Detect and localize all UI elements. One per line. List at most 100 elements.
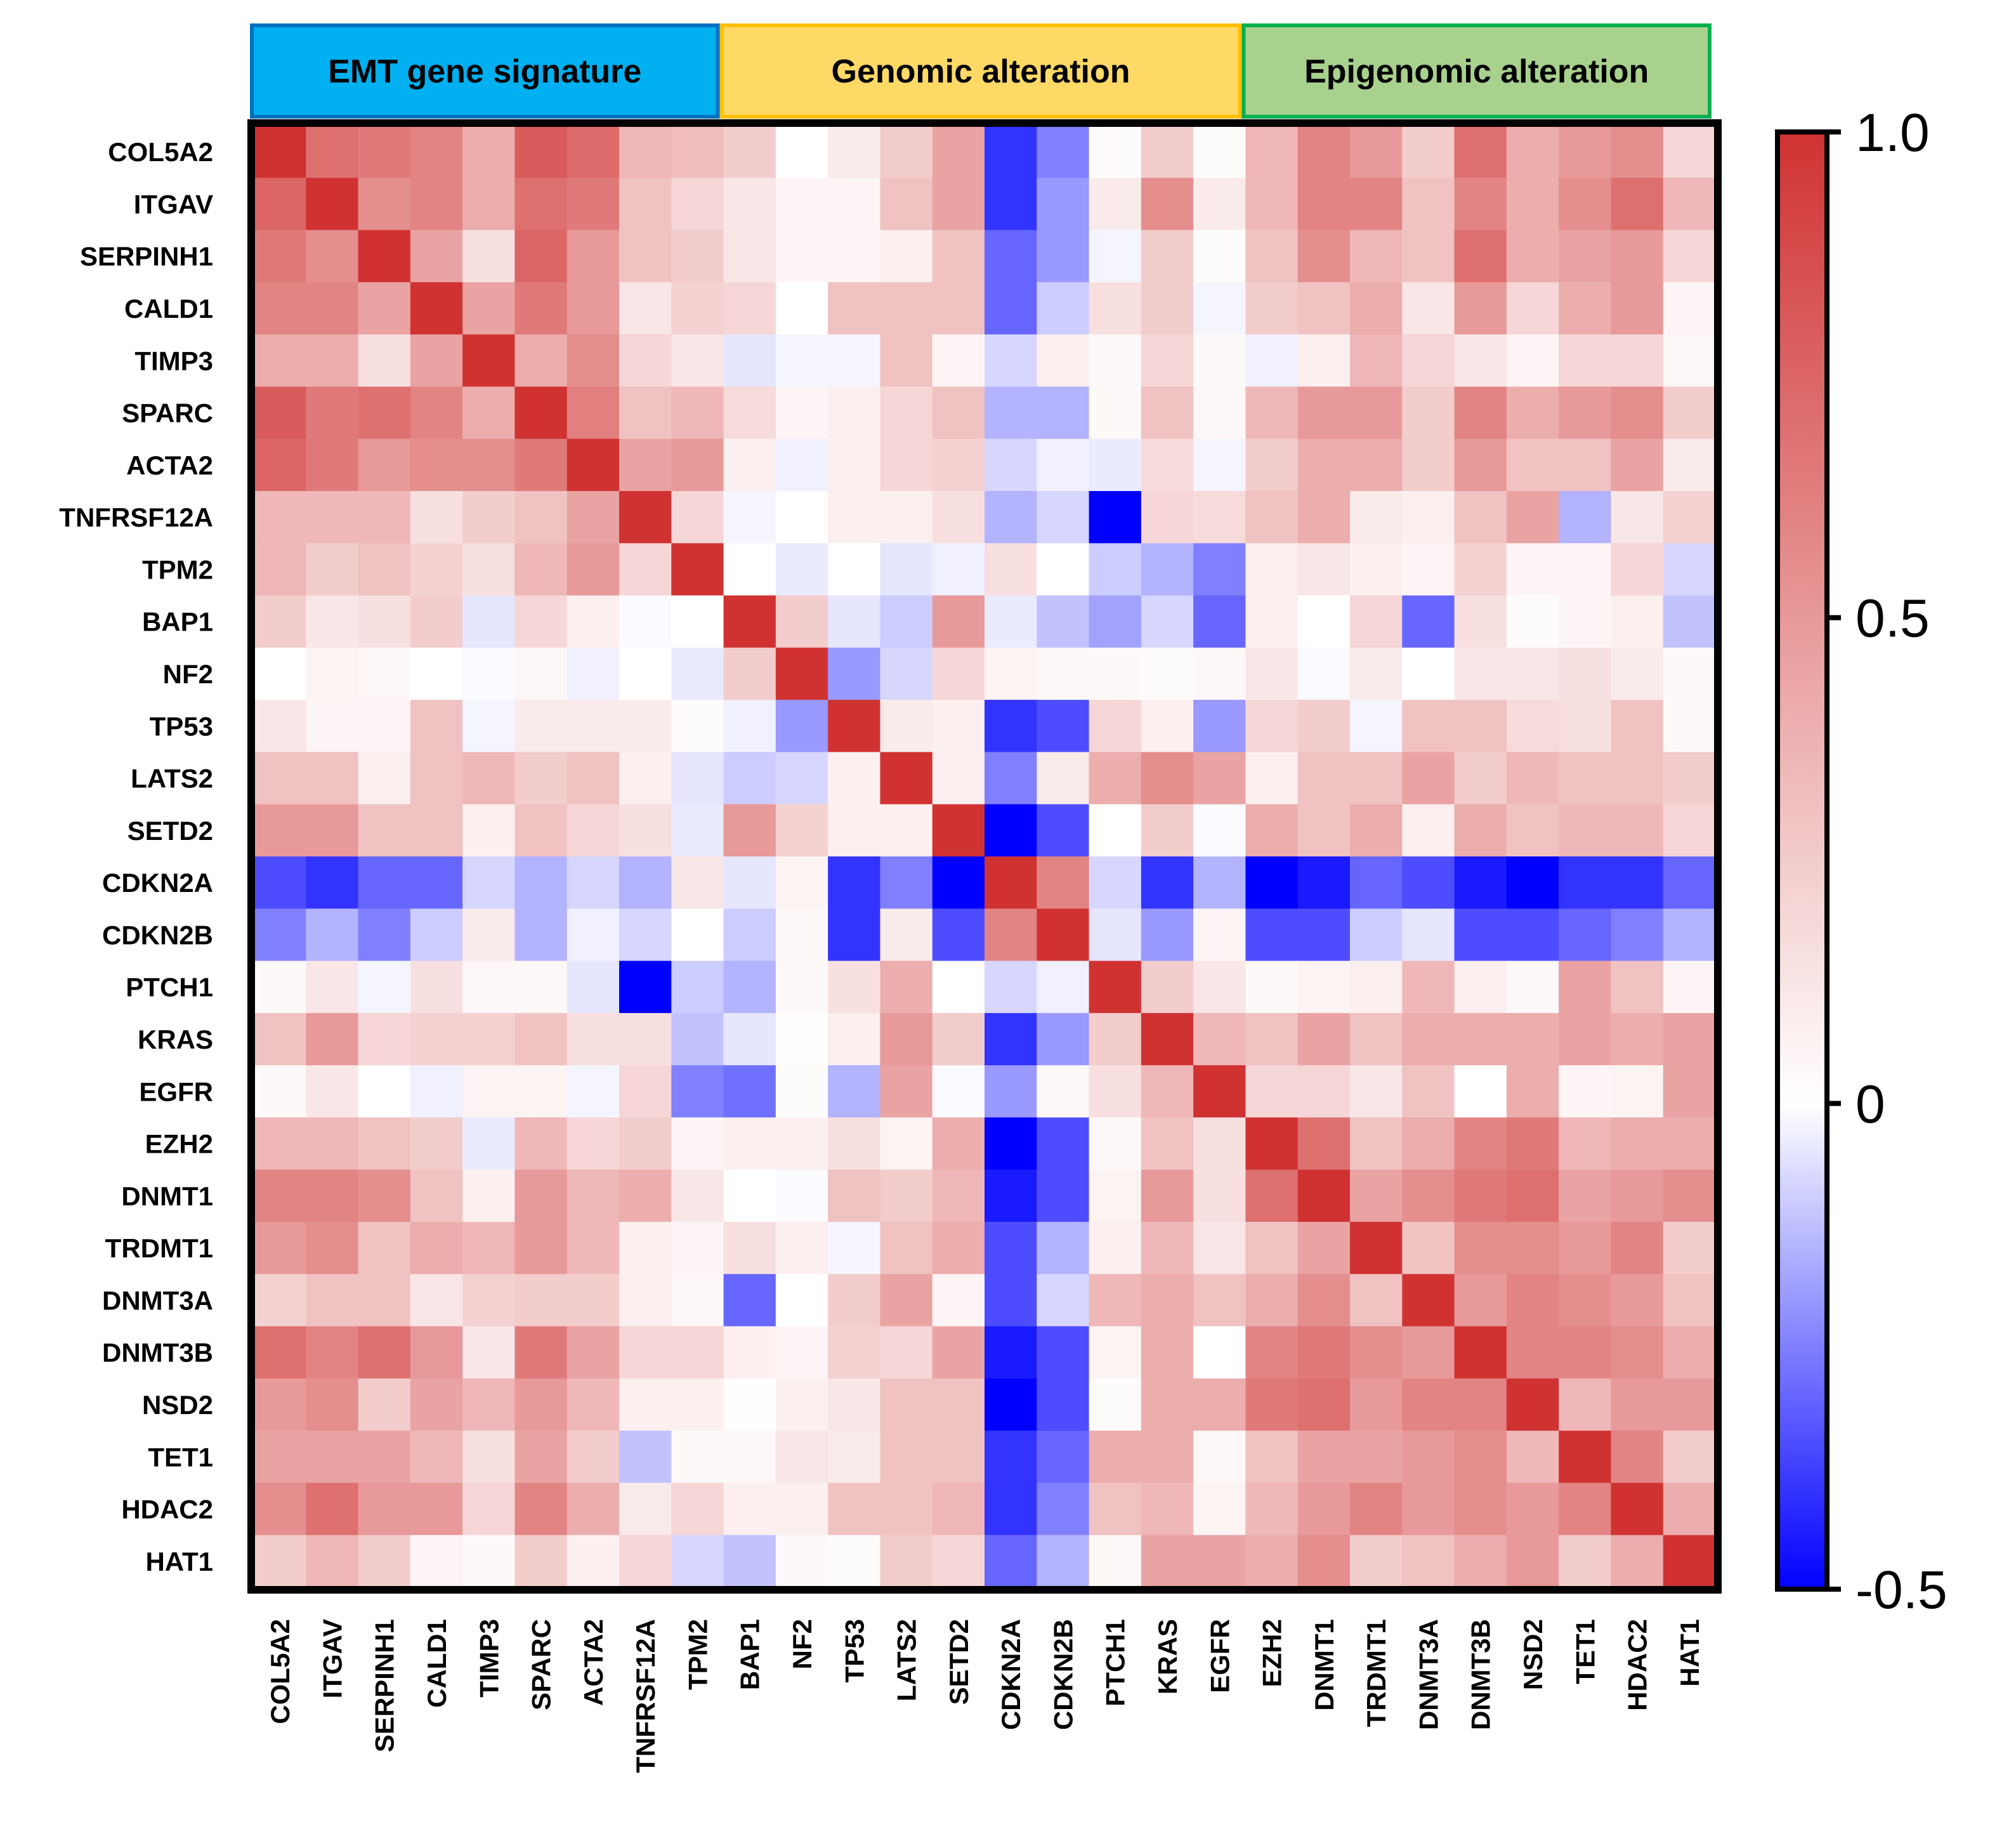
heatmap-cell — [619, 282, 672, 335]
row-labels: COL5A2 ITGAV SERPINH1 CALD1 TIMP3 SPARC ACTA2 T… — [59, 137, 213, 1576]
heatmap-cell — [775, 282, 828, 335]
heatmap-cell — [1559, 1483, 1612, 1536]
heatmap-cell — [1506, 595, 1559, 648]
heatmap-cell — [1141, 491, 1194, 544]
heatmap-cell — [1402, 1378, 1455, 1431]
heatmap-cell — [1559, 595, 1612, 648]
heatmap-cell — [775, 595, 828, 648]
heatmap-cell — [254, 438, 306, 492]
group-header-0 — [250, 23, 720, 119]
heatmap-cell — [1193, 595, 1247, 648]
heatmap-cell — [775, 1535, 828, 1588]
row-label: COL5A2 — [108, 137, 213, 167]
heatmap-cell — [1141, 386, 1194, 440]
heatmap-cell — [1193, 491, 1247, 544]
heatmap-cell — [1402, 1431, 1455, 1484]
heatmap-cell — [1402, 1535, 1455, 1588]
heatmap-cell — [723, 1378, 776, 1431]
heatmap-cell — [1089, 908, 1142, 962]
heatmap-cell — [1559, 752, 1612, 805]
heatmap-cell — [723, 856, 776, 909]
heatmap-cell — [1089, 126, 1142, 178]
heatmap-cell — [1663, 386, 1716, 440]
heatmap-cell — [306, 1483, 359, 1536]
heatmap-cell — [1559, 543, 1612, 596]
heatmap-cell — [1245, 386, 1299, 440]
heatmap-cell — [358, 1222, 411, 1275]
heatmap-cell — [985, 126, 1037, 178]
heatmap-cell — [1454, 1169, 1507, 1222]
heatmap-cell — [1193, 282, 1247, 335]
heatmap-cell — [1611, 960, 1664, 1014]
heatmap-cell — [1663, 1117, 1716, 1170]
heatmap-cell — [880, 543, 933, 596]
heatmap-cell — [880, 438, 933, 492]
heatmap-cell — [358, 752, 411, 805]
column-label: EGFR — [1205, 1619, 1234, 1693]
heatmap-cell — [880, 178, 933, 231]
heatmap-cell — [566, 1431, 620, 1484]
heatmap-cell — [1037, 282, 1090, 335]
heatmap-cell — [462, 1117, 516, 1170]
heatmap-cell — [514, 1535, 568, 1588]
group-header-label: Genomic alteration — [832, 53, 1130, 90]
heatmap-cell — [1037, 230, 1090, 283]
heatmap-cell — [306, 126, 359, 178]
heatmap-cell — [1506, 1169, 1559, 1222]
heatmap-cell — [880, 334, 933, 388]
heatmap-cell — [306, 1326, 359, 1379]
row-label: LATS2 — [131, 764, 213, 794]
heatmap-cell — [1037, 1222, 1090, 1275]
heatmap-cell — [1193, 960, 1247, 1014]
heatmap-cell — [619, 1326, 672, 1379]
heatmap-cell — [723, 1117, 776, 1170]
heatmap-cell — [1297, 334, 1351, 388]
heatmap-cell — [985, 438, 1037, 492]
heatmap-cell — [1141, 1326, 1194, 1379]
heatmap-cell — [306, 282, 359, 335]
heatmap-cell — [1350, 438, 1403, 492]
heatmap-cell — [462, 752, 516, 805]
heatmap-cell — [1037, 700, 1090, 753]
heatmap-cell — [514, 1274, 568, 1327]
heatmap-cell — [254, 282, 306, 335]
heatmap-cell — [358, 1169, 411, 1222]
heatmap-cell — [619, 543, 672, 596]
heatmap-cell — [828, 1065, 881, 1118]
heatmap-cell — [1663, 1012, 1716, 1066]
heatmap-cell — [462, 438, 516, 492]
heatmap-cell — [1193, 230, 1247, 283]
heatmap-cell — [1350, 1169, 1403, 1222]
heatmap-cell — [828, 1378, 881, 1431]
heatmap-cell — [619, 752, 672, 805]
column-label: HDAC2 — [1623, 1619, 1653, 1711]
heatmap-cell — [306, 1274, 359, 1327]
heatmap-cell — [462, 1274, 516, 1327]
heatmap-cell — [1193, 1431, 1247, 1484]
heatmap-cell — [1350, 1117, 1403, 1170]
heatmap-cell — [1245, 960, 1299, 1014]
heatmap-cell — [985, 1274, 1037, 1327]
heatmap-cell — [1089, 1012, 1142, 1066]
heatmap-cell — [932, 1117, 985, 1170]
heatmap-cell — [1141, 1274, 1194, 1327]
heatmap-cell — [619, 1274, 672, 1327]
heatmap-cell — [1297, 282, 1351, 335]
heatmap-cell — [775, 1431, 828, 1484]
heatmap-cell — [1663, 700, 1716, 753]
heatmap-cell — [566, 230, 620, 283]
heatmap-cell — [1559, 804, 1612, 857]
heatmap-cell — [1350, 178, 1403, 231]
heatmap-cell — [619, 595, 672, 648]
heatmap-cell — [1089, 1222, 1142, 1275]
heatmap-cell — [1193, 1065, 1247, 1118]
heatmap-cell — [723, 1012, 776, 1066]
heatmap-cell — [254, 1535, 306, 1588]
heatmap-cell — [985, 804, 1037, 857]
heatmap-cell — [1611, 1222, 1664, 1275]
heatmap-cell — [1611, 230, 1664, 283]
heatmap-cell — [1402, 1169, 1455, 1222]
heatmap-cell — [306, 543, 359, 596]
heatmap-cell — [1559, 334, 1612, 388]
heatmap-cell — [306, 647, 359, 700]
